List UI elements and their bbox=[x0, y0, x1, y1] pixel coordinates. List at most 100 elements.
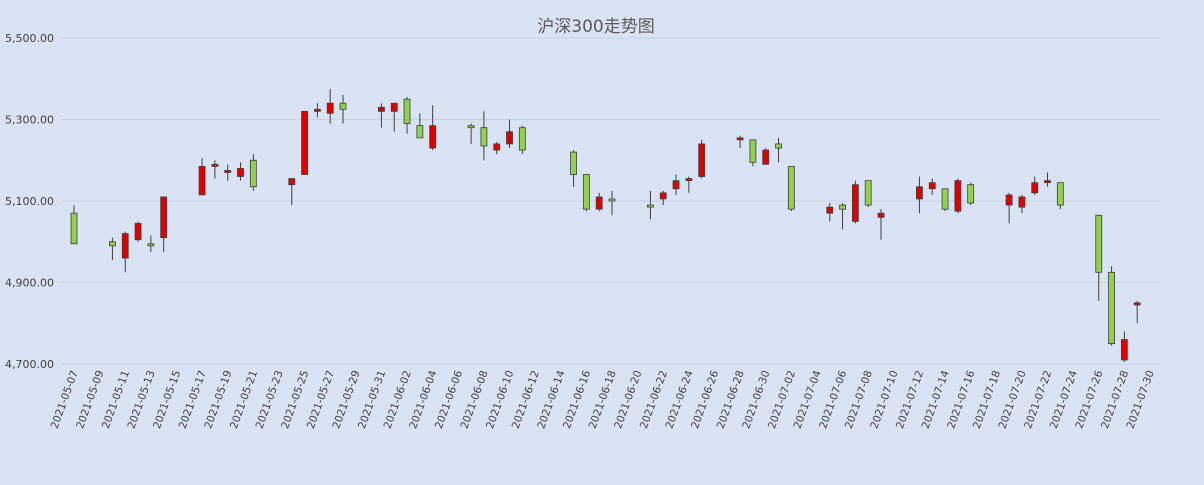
candle bbox=[403, 97, 411, 134]
candle bbox=[582, 174, 590, 212]
candle-body bbox=[698, 143, 706, 177]
candle-body bbox=[121, 233, 129, 259]
candle bbox=[1031, 176, 1039, 195]
candle bbox=[224, 164, 232, 181]
candle bbox=[506, 119, 513, 149]
candle bbox=[698, 139, 706, 179]
candle-body bbox=[775, 143, 782, 149]
candle-body bbox=[339, 102, 347, 110]
candle bbox=[1095, 214, 1103, 301]
candle bbox=[685, 176, 693, 193]
candle-body bbox=[416, 125, 424, 139]
y-tick-label: 5,300.00 bbox=[5, 114, 54, 127]
candle bbox=[326, 88, 334, 124]
candle bbox=[313, 103, 321, 118]
candle bbox=[1056, 182, 1064, 210]
chart-title: 沪深300走势图 bbox=[537, 17, 654, 37]
candle-body bbox=[301, 110, 308, 175]
candle bbox=[570, 150, 577, 187]
candle-body bbox=[506, 131, 513, 145]
candle bbox=[416, 113, 424, 139]
candle-body bbox=[518, 127, 526, 151]
candle bbox=[967, 182, 975, 206]
candle-body bbox=[224, 170, 232, 173]
candle-body bbox=[1056, 182, 1064, 206]
candle bbox=[749, 139, 757, 167]
candle bbox=[160, 196, 168, 252]
candle-body bbox=[1018, 196, 1026, 208]
candle-body bbox=[403, 98, 411, 124]
candle bbox=[467, 123, 475, 144]
y-tick-label: 4,900.00 bbox=[5, 277, 54, 290]
candle-body bbox=[429, 125, 437, 149]
candle-body bbox=[1095, 214, 1103, 273]
candle bbox=[301, 110, 308, 175]
candle bbox=[288, 178, 296, 206]
candle-body bbox=[1044, 180, 1051, 184]
candle-body bbox=[877, 212, 885, 218]
candle-body bbox=[480, 127, 488, 147]
candle bbox=[954, 178, 962, 214]
candle bbox=[608, 190, 616, 216]
candles bbox=[70, 88, 1141, 362]
y-tick-label: 5,500.00 bbox=[5, 32, 54, 45]
candle-body bbox=[198, 165, 206, 196]
candle-body bbox=[390, 102, 398, 112]
candle-body bbox=[736, 137, 744, 141]
candle-body bbox=[70, 212, 78, 245]
candle-body bbox=[313, 108, 321, 112]
candle bbox=[659, 190, 667, 206]
candle bbox=[787, 165, 795, 212]
candle-body bbox=[608, 198, 616, 202]
candle bbox=[864, 180, 872, 208]
candle bbox=[941, 188, 949, 212]
candle bbox=[493, 141, 501, 155]
candle bbox=[237, 162, 244, 181]
candle bbox=[109, 237, 116, 261]
candle bbox=[1108, 266, 1115, 346]
candle bbox=[429, 105, 437, 151]
candle-body bbox=[839, 204, 846, 210]
candle-body bbox=[493, 143, 501, 151]
candle bbox=[518, 125, 526, 155]
candle-body bbox=[967, 184, 975, 204]
candle-body bbox=[1108, 271, 1115, 345]
candle bbox=[249, 154, 257, 191]
candle bbox=[839, 203, 846, 230]
candle bbox=[851, 180, 859, 224]
candle-body bbox=[1120, 339, 1128, 361]
candle-body bbox=[160, 196, 168, 239]
candle bbox=[775, 137, 782, 163]
candle bbox=[928, 178, 936, 195]
candle bbox=[121, 231, 129, 273]
candle bbox=[70, 205, 78, 245]
candle-body bbox=[916, 186, 923, 200]
candle bbox=[198, 158, 206, 196]
candle-body bbox=[134, 223, 142, 241]
candle bbox=[595, 192, 603, 212]
candle-body bbox=[237, 167, 244, 177]
candle-body bbox=[851, 184, 859, 222]
candle-body bbox=[1133, 302, 1141, 306]
candle bbox=[672, 174, 680, 195]
candle-body bbox=[941, 188, 949, 210]
candle-body bbox=[570, 151, 577, 175]
candle bbox=[1044, 172, 1051, 187]
candle bbox=[762, 148, 770, 165]
candle-body bbox=[826, 206, 834, 214]
candle-body bbox=[147, 243, 155, 247]
x-axis-ticks: 2021-05-072021-05-092021-05-112021-05-13… bbox=[49, 369, 1157, 431]
candle bbox=[211, 160, 219, 179]
candle-body bbox=[685, 178, 693, 182]
candle bbox=[1133, 300, 1141, 324]
candle bbox=[390, 102, 398, 132]
candle-body bbox=[288, 178, 296, 186]
y-tick-label: 4,700.00 bbox=[5, 358, 54, 371]
candle bbox=[826, 203, 834, 222]
candle-body bbox=[787, 165, 795, 210]
candle-body bbox=[467, 125, 475, 129]
candle bbox=[147, 235, 155, 252]
candle bbox=[378, 103, 385, 128]
candle bbox=[1018, 194, 1026, 214]
